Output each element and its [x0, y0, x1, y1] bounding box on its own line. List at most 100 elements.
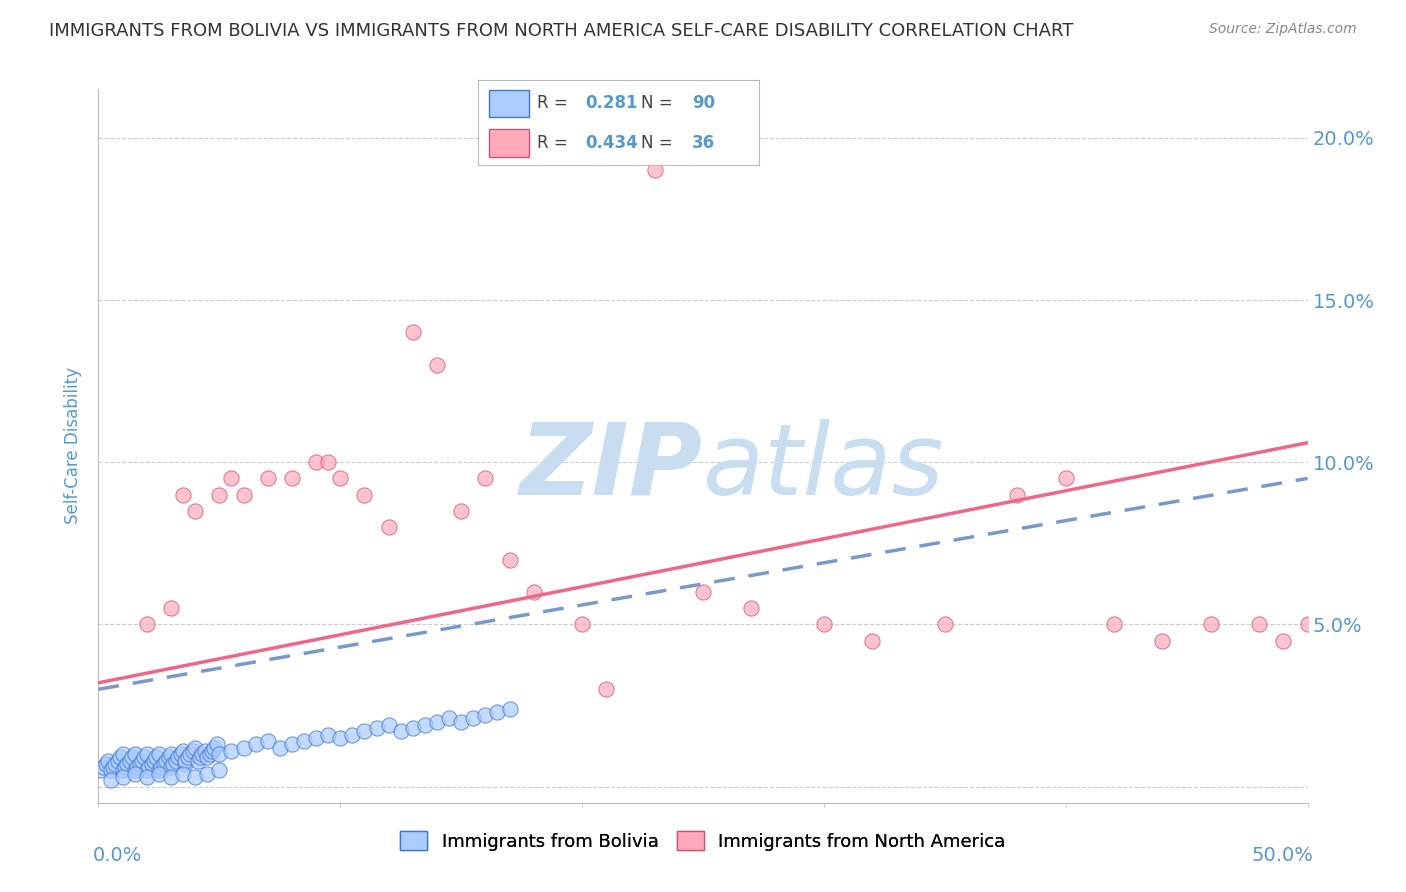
Point: [172, 744, 194, 758]
Point: [377, 718, 399, 732]
Legend: Immigrants from Bolivia, Immigrants from North America: Immigrants from Bolivia, Immigrants from…: [394, 824, 1012, 858]
Point: [450, 714, 472, 729]
Point: [124, 766, 146, 780]
Point: [143, 754, 166, 768]
Point: [124, 747, 146, 761]
Point: [111, 764, 134, 778]
Point: [155, 754, 177, 768]
Point: [208, 488, 231, 502]
Point: [316, 728, 339, 742]
Point: [135, 617, 157, 632]
Point: [174, 756, 197, 771]
Text: 90: 90: [692, 95, 714, 112]
Point: [1272, 633, 1295, 648]
Point: [135, 764, 157, 778]
Point: [94, 756, 117, 771]
Point: [160, 747, 183, 761]
Text: 36: 36: [692, 134, 714, 152]
Point: [90, 764, 112, 778]
Point: [131, 754, 153, 768]
Point: [111, 747, 134, 761]
Point: [160, 760, 183, 774]
Point: [195, 766, 218, 780]
Text: Source: ZipAtlas.com: Source: ZipAtlas.com: [1209, 22, 1357, 37]
Point: [97, 754, 120, 768]
Point: [165, 754, 187, 768]
Text: IMMIGRANTS FROM BOLIVIA VS IMMIGRANTS FROM NORTH AMERICA SELF-CARE DISABILITY CO: IMMIGRANTS FROM BOLIVIA VS IMMIGRANTS FR…: [49, 22, 1074, 40]
Point: [1199, 617, 1222, 632]
Text: atlas: atlas: [703, 419, 945, 516]
Text: R =: R =: [537, 134, 568, 152]
Point: [152, 756, 174, 771]
Point: [595, 682, 617, 697]
Point: [198, 747, 221, 761]
Point: [1102, 617, 1125, 632]
Point: [389, 724, 412, 739]
Point: [740, 601, 762, 615]
FancyBboxPatch shape: [489, 129, 529, 157]
Point: [181, 744, 204, 758]
Point: [194, 744, 217, 758]
Point: [644, 163, 666, 178]
Point: [184, 504, 207, 518]
Point: [1007, 488, 1029, 502]
Point: [157, 750, 180, 764]
Point: [281, 471, 304, 485]
Point: [108, 750, 131, 764]
Point: [377, 520, 399, 534]
Point: [184, 740, 207, 755]
Point: [221, 744, 243, 758]
Point: [329, 731, 352, 745]
Point: [191, 747, 214, 761]
Y-axis label: Self-Care Disability: Self-Care Disability: [65, 368, 83, 524]
Point: [148, 764, 170, 778]
Point: [128, 756, 150, 771]
Point: [150, 760, 173, 774]
Point: [860, 633, 883, 648]
Point: [184, 770, 207, 784]
Point: [201, 744, 224, 758]
Text: 50.0%: 50.0%: [1251, 846, 1313, 864]
Point: [135, 747, 157, 761]
Text: R =: R =: [537, 95, 568, 112]
Point: [342, 728, 364, 742]
Text: 0.281: 0.281: [585, 95, 637, 112]
Point: [148, 747, 170, 761]
Point: [135, 770, 157, 784]
Point: [245, 738, 267, 752]
Point: [232, 488, 254, 502]
Point: [571, 617, 593, 632]
Point: [413, 718, 436, 732]
Point: [256, 734, 278, 748]
Point: [188, 750, 211, 764]
Point: [426, 714, 449, 729]
Point: [121, 750, 143, 764]
Point: [148, 766, 170, 780]
Point: [1152, 633, 1174, 648]
Text: 0.0%: 0.0%: [93, 846, 142, 864]
Text: N =: N =: [641, 134, 672, 152]
Point: [114, 760, 136, 774]
Point: [426, 358, 449, 372]
Point: [172, 488, 194, 502]
Point: [107, 754, 129, 768]
Point: [437, 711, 460, 725]
Point: [134, 750, 156, 764]
Point: [353, 488, 375, 502]
Point: [208, 747, 231, 761]
Point: [329, 471, 352, 485]
Point: [269, 740, 291, 755]
Point: [934, 617, 956, 632]
Point: [177, 750, 200, 764]
Point: [104, 756, 127, 771]
Point: [256, 471, 278, 485]
Point: [205, 738, 228, 752]
Point: [1249, 617, 1271, 632]
Point: [692, 585, 714, 599]
Point: [1296, 617, 1319, 632]
Point: [145, 750, 167, 764]
Point: [474, 471, 496, 485]
Point: [221, 471, 243, 485]
Text: ZIP: ZIP: [520, 419, 703, 516]
Point: [111, 770, 134, 784]
